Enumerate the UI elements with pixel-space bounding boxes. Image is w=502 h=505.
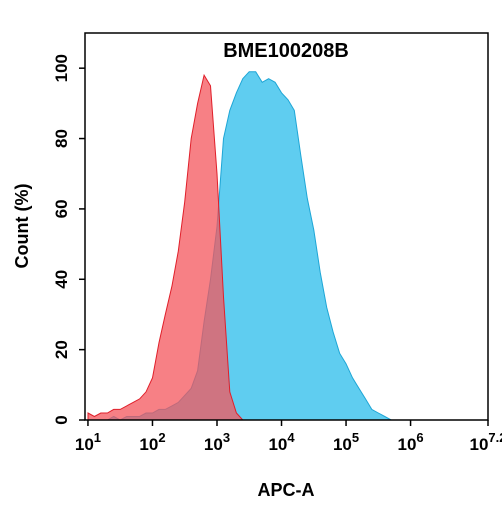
chart-title: BME100208B — [223, 40, 349, 62]
x-tick-label: 103 — [204, 430, 230, 454]
x-tick-label: 107.2 — [470, 430, 502, 454]
y-axis-label: Count (%) — [12, 184, 32, 269]
y-tick-label: 80 — [52, 129, 71, 148]
x-tick-label: 101 — [75, 430, 101, 454]
y-tick-label: 100 — [52, 54, 71, 82]
y-tick-label: 20 — [52, 340, 71, 359]
x-tick-label: 105 — [333, 430, 359, 454]
plot-frame — [84, 32, 489, 421]
x-tick-label: 104 — [268, 430, 295, 454]
area — [88, 71, 405, 421]
y-tick-label: 60 — [52, 199, 71, 218]
x-axis-label: APC-A — [258, 480, 315, 500]
y-tick-label: 40 — [52, 270, 71, 289]
x-tick-label: 106 — [397, 430, 423, 454]
y-tick-label: 0 — [52, 415, 71, 424]
x-tick-label: 102 — [139, 430, 165, 454]
